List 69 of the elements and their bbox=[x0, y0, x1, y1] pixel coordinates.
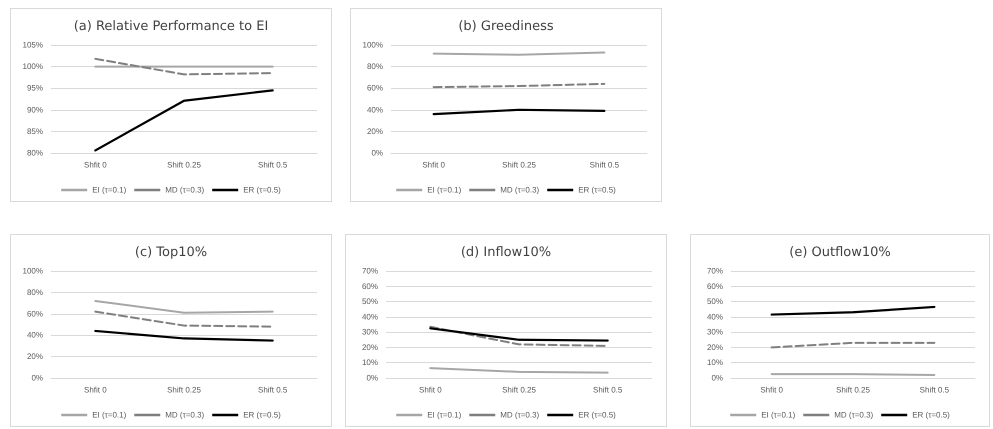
y-tick-label: 85% bbox=[26, 126, 43, 136]
x-tick-label: Shfit 0 bbox=[760, 386, 784, 394]
y-tick-label: 60% bbox=[362, 282, 378, 291]
y-tick-label: 100% bbox=[22, 62, 43, 72]
x-tick-label: Shift 0.25 bbox=[836, 386, 870, 394]
x-tick-label: Shift 0.25 bbox=[167, 160, 202, 170]
y-tick-label: 100% bbox=[362, 40, 383, 50]
y-tick-label: 80% bbox=[366, 62, 383, 72]
chart-title: (b) Greediness bbox=[458, 19, 554, 34]
x-tick-label: Shift 0.5 bbox=[258, 386, 288, 394]
y-tick-label: 20% bbox=[26, 352, 43, 362]
y-tick-label: 95% bbox=[26, 84, 43, 93]
legend-label: EI (τ=0.1) bbox=[427, 186, 462, 194]
x-tick-label: Shift 0.25 bbox=[167, 386, 202, 394]
legend-label: ER (τ=0.5) bbox=[243, 410, 282, 420]
y-tick-label: 10% bbox=[706, 358, 723, 368]
x-tick-label: Shift 0.25 bbox=[502, 386, 536, 394]
legend-label: EI (τ=0.1) bbox=[92, 410, 127, 420]
x-tick-label: Shfit 0 bbox=[422, 160, 446, 170]
y-tick-label: 40% bbox=[26, 330, 43, 340]
legend-label: EI (τ=0.1) bbox=[761, 410, 796, 420]
chart-title: (e) Outflow10% bbox=[789, 245, 891, 260]
legend-label: ER (τ=0.5) bbox=[578, 410, 616, 420]
x-tick-label: Shift 0.5 bbox=[590, 160, 620, 170]
y-tick-label: 80% bbox=[26, 148, 43, 158]
y-tick-label: 20% bbox=[706, 342, 723, 352]
x-tick-label: Shift 0.5 bbox=[920, 386, 950, 394]
y-tick-label: 40% bbox=[366, 105, 383, 114]
y-tick-label: 50% bbox=[362, 297, 378, 306]
x-tick-label: Shfit 0 bbox=[84, 386, 108, 394]
y-tick-label: 70% bbox=[362, 266, 378, 276]
y-tick-label: 40% bbox=[706, 312, 723, 322]
legend-label: MD (τ=0.3) bbox=[834, 410, 874, 420]
y-tick-label: 20% bbox=[366, 126, 383, 136]
y-tick-label: 30% bbox=[706, 328, 723, 337]
chart-title: (c) Top10% bbox=[134, 245, 208, 260]
y-tick-label: 50% bbox=[706, 297, 723, 306]
y-tick-label: 0% bbox=[371, 148, 383, 158]
y-tick-label: 0% bbox=[31, 374, 43, 382]
legend-label: MD (τ=0.3) bbox=[500, 410, 540, 420]
y-tick-label: 20% bbox=[362, 342, 378, 352]
x-tick-label: Shift 0.5 bbox=[592, 386, 623, 394]
chart-title: (a) Relative Performance to EI bbox=[74, 19, 268, 34]
y-tick-label: 60% bbox=[706, 282, 723, 291]
legend-label: MD (τ=0.3) bbox=[165, 410, 205, 420]
legend-label: ER (τ=0.5) bbox=[243, 186, 282, 194]
y-tick-label: 80% bbox=[26, 288, 43, 297]
legend-label: MD (τ=0.3) bbox=[165, 186, 205, 194]
y-tick-label: 60% bbox=[26, 309, 43, 318]
x-tick-label: Shfit 0 bbox=[84, 160, 108, 170]
legend-label: EI (τ=0.1) bbox=[427, 410, 462, 420]
y-tick-label: 100% bbox=[22, 266, 43, 276]
y-tick-label: 0% bbox=[366, 374, 378, 382]
y-tick-label: 105% bbox=[22, 40, 43, 50]
y-tick-label: 40% bbox=[362, 312, 378, 322]
y-tick-label: 70% bbox=[706, 266, 723, 276]
x-tick-label: Shfit 0 bbox=[418, 386, 442, 394]
y-tick-label: 10% bbox=[362, 358, 378, 368]
legend-label: MD (τ=0.3) bbox=[500, 186, 540, 194]
legend-label: ER (τ=0.5) bbox=[912, 410, 950, 420]
y-tick-label: 90% bbox=[26, 105, 43, 114]
y-tick-label: 0% bbox=[711, 374, 723, 382]
chart-title: (d) Inflow10% bbox=[460, 245, 552, 260]
legend-label: EI (τ=0.1) bbox=[92, 186, 127, 194]
legend-label: ER (τ=0.5) bbox=[578, 186, 616, 194]
x-tick-label: Shift 0.5 bbox=[258, 160, 288, 170]
y-tick-label: 60% bbox=[366, 84, 383, 93]
x-tick-label: Shift 0.25 bbox=[502, 160, 536, 170]
y-tick-label: 30% bbox=[362, 328, 378, 337]
